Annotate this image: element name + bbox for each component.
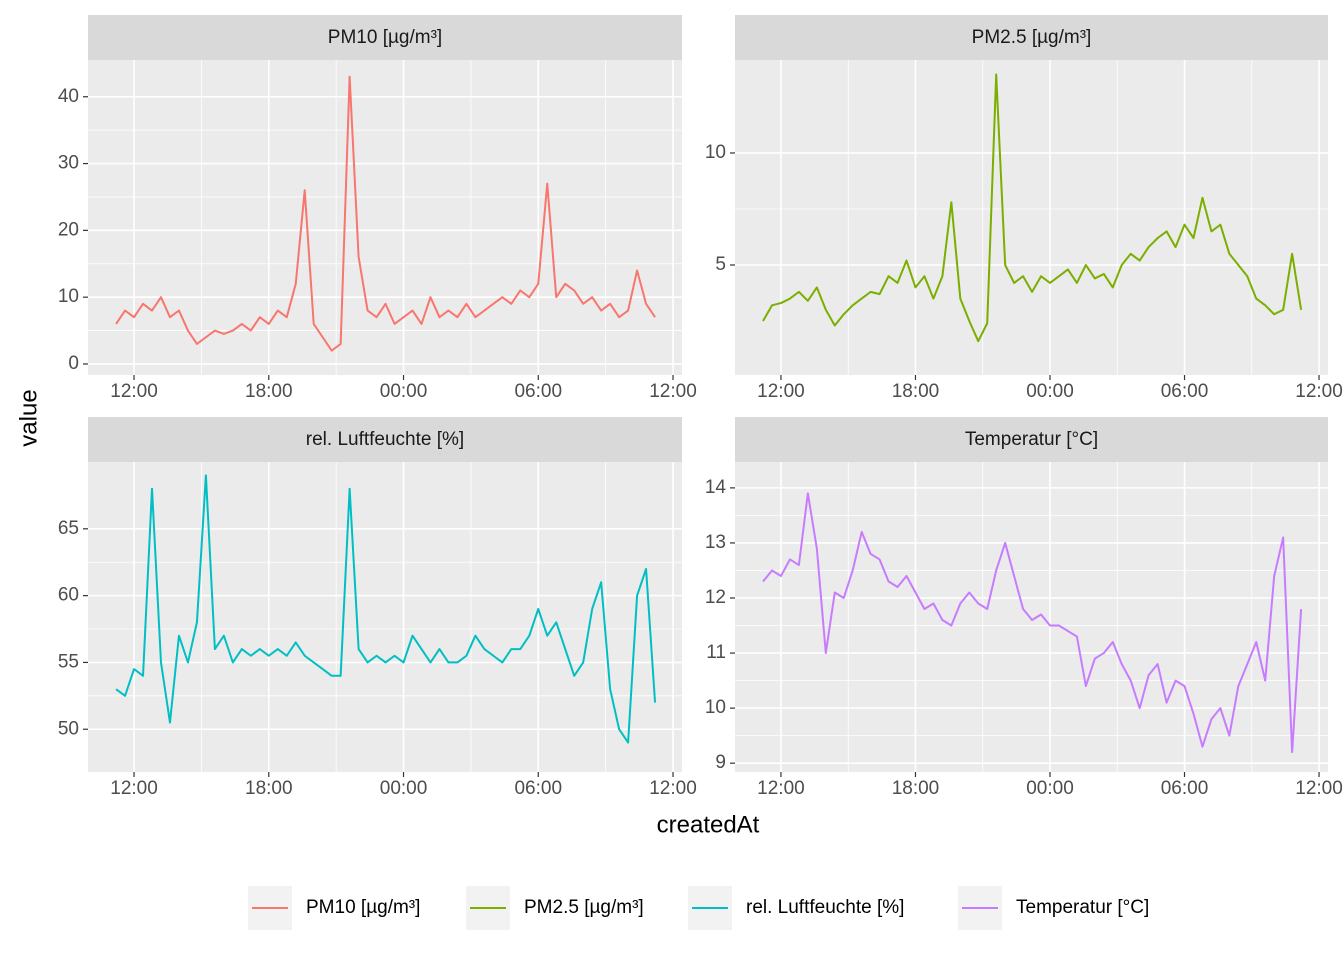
x-tick-label: 00:00 bbox=[380, 381, 428, 402]
panel bbox=[88, 60, 682, 375]
x-tick-label: 00:00 bbox=[1026, 778, 1074, 799]
x-tick-label: 06:00 bbox=[514, 778, 562, 799]
x-tick-label: 12:00 bbox=[757, 778, 805, 799]
y-tick-label: 11 bbox=[706, 642, 726, 663]
strip-label: Temperatur [°C] bbox=[965, 429, 1098, 450]
y-tick-label: 9 bbox=[715, 752, 726, 773]
y-axis-title: value bbox=[15, 389, 42, 446]
panel bbox=[88, 462, 682, 772]
x-tick-label: 00:00 bbox=[380, 778, 428, 799]
y-tick-label: 55 bbox=[58, 651, 79, 672]
y-tick-label: 40 bbox=[58, 86, 79, 107]
y-tick-label: 10 bbox=[705, 142, 726, 163]
strip bbox=[735, 15, 1328, 60]
legend-label: rel. Luftfeuchte [%] bbox=[746, 897, 904, 918]
y-tick-label: 65 bbox=[58, 518, 79, 539]
y-tick-label: 10 bbox=[705, 697, 726, 718]
legend-label: PM2.5 [µg/m³] bbox=[524, 897, 644, 918]
legend-label: PM10 [µg/m³] bbox=[306, 897, 420, 918]
x-tick-label: 06:00 bbox=[514, 381, 562, 402]
strip-label: PM2.5 [µg/m³] bbox=[972, 27, 1092, 48]
y-tick-label: 50 bbox=[58, 718, 79, 739]
x-tick-label: 18:00 bbox=[245, 778, 293, 799]
x-tick-label: 12:00 bbox=[1295, 381, 1343, 402]
x-axis-title: createdAt bbox=[657, 811, 760, 838]
strip-label: rel. Luftfeuchte [%] bbox=[306, 429, 464, 450]
y-tick-label: 14 bbox=[705, 477, 727, 498]
y-tick-label: 12 bbox=[705, 587, 726, 608]
x-tick-label: 18:00 bbox=[892, 381, 940, 402]
y-tick-label: 5 bbox=[715, 254, 726, 275]
panel bbox=[735, 462, 1328, 772]
data-line bbox=[762, 492, 1303, 754]
y-tick-label: 13 bbox=[705, 532, 726, 553]
x-tick-label: 18:00 bbox=[245, 381, 293, 402]
x-tick-label: 12:00 bbox=[1295, 778, 1343, 799]
panel bbox=[735, 60, 1328, 375]
legend-label: Temperatur [°C] bbox=[1016, 897, 1149, 918]
y-tick-label: 10 bbox=[58, 286, 79, 307]
x-tick-label: 12:00 bbox=[110, 778, 158, 799]
x-tick-label: 12:00 bbox=[757, 381, 805, 402]
x-tick-label: 06:00 bbox=[1161, 778, 1209, 799]
x-tick-label: 12:00 bbox=[110, 381, 158, 402]
data-line bbox=[115, 75, 656, 352]
y-tick-label: 20 bbox=[58, 219, 79, 240]
strip bbox=[88, 15, 682, 60]
y-tick-label: 60 bbox=[58, 585, 79, 606]
x-tick-label: 12:00 bbox=[649, 381, 697, 402]
x-tick-label: 06:00 bbox=[1161, 381, 1209, 402]
y-tick-label: 30 bbox=[58, 153, 79, 174]
data-line bbox=[762, 73, 1303, 343]
data-line bbox=[115, 474, 657, 744]
strip-label: PM10 [µg/m³] bbox=[328, 27, 442, 48]
x-tick-label: 18:00 bbox=[892, 778, 940, 799]
y-tick-label: 0 bbox=[68, 353, 79, 374]
x-tick-label: 00:00 bbox=[1026, 381, 1074, 402]
strip bbox=[735, 417, 1328, 462]
strip bbox=[88, 417, 682, 462]
x-tick-label: 12:00 bbox=[649, 778, 697, 799]
